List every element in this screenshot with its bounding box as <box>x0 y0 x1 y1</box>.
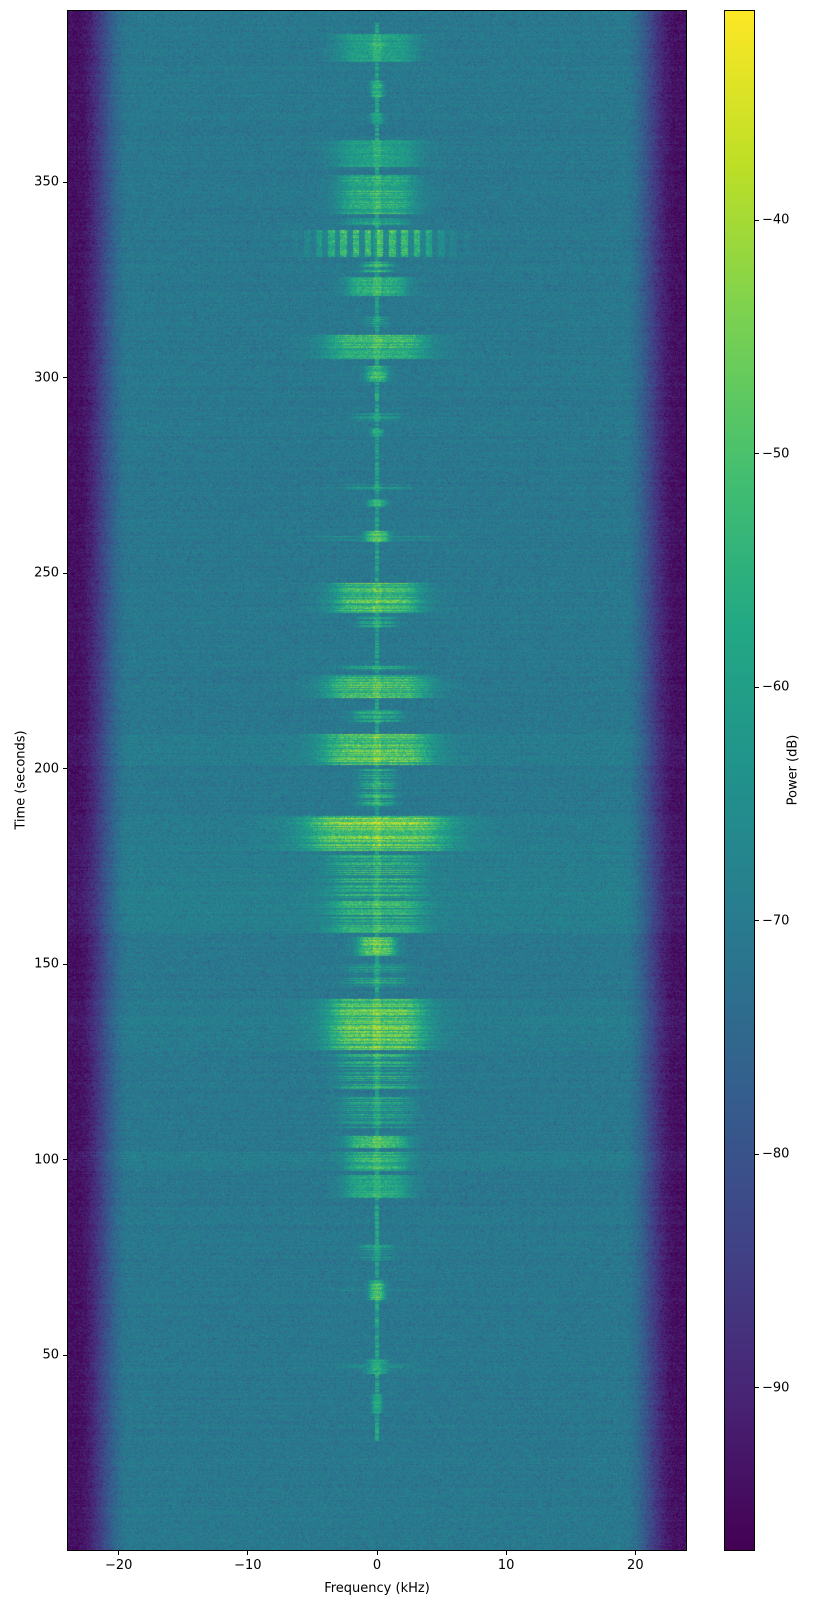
colorbar-tick-label: −70 <box>762 913 790 929</box>
colorbar-tick-label: −80 <box>762 1146 790 1162</box>
x-tick-mark <box>247 1551 249 1555</box>
y-tick-mark <box>63 963 67 965</box>
y-tick-mark <box>63 572 67 574</box>
x-tick-label: −10 <box>234 1558 262 1573</box>
colorbar-axis-label: Power (dB) <box>785 734 801 806</box>
y-tick-label: 350 <box>34 174 59 190</box>
y-tick-label: 50 <box>42 1347 59 1363</box>
colorbar-tick-mark <box>755 1153 759 1155</box>
y-tick-mark <box>63 181 67 183</box>
colorbar-gradient-canvas <box>725 11 754 1550</box>
colorbar-tick-mark <box>755 686 759 688</box>
colorbar-tick-mark <box>755 1387 759 1389</box>
colorbar <box>724 10 755 1551</box>
colorbar-tick-mark <box>755 453 759 455</box>
x-tick-mark <box>505 1551 507 1555</box>
spectrogram-heatmap-canvas <box>68 11 686 1550</box>
y-tick-label: 150 <box>34 956 59 972</box>
x-tick-label: −20 <box>104 1558 133 1573</box>
x-tick-label: 0 <box>372 1558 382 1573</box>
y-tick-mark <box>63 1159 67 1161</box>
x-axis-label: Frequency (kHz) <box>324 1581 430 1596</box>
y-tick-mark <box>63 1354 67 1356</box>
colorbar-tick-mark <box>755 219 759 221</box>
y-tick-label: 200 <box>34 761 59 777</box>
colorbar-tick-label: −50 <box>762 446 790 462</box>
x-tick-mark <box>118 1551 120 1555</box>
y-tick-mark <box>63 768 67 770</box>
y-tick-mark <box>63 377 67 379</box>
colorbar-tick-mark <box>755 920 759 922</box>
y-tick-label: 100 <box>34 1152 59 1168</box>
colorbar-tick-label: −40 <box>762 212 790 228</box>
spectrogram-plot-area <box>67 10 687 1551</box>
colorbar-tick-label: −60 <box>762 679 790 695</box>
x-tick-mark <box>634 1551 636 1555</box>
x-tick-label: 20 <box>627 1558 644 1573</box>
y-tick-label: 300 <box>34 370 59 386</box>
y-axis-label: Time (seconds) <box>13 730 29 830</box>
x-tick-mark <box>376 1551 378 1555</box>
y-tick-label: 250 <box>34 565 59 581</box>
colorbar-tick-label: −90 <box>762 1380 790 1396</box>
x-tick-label: 10 <box>497 1558 515 1573</box>
